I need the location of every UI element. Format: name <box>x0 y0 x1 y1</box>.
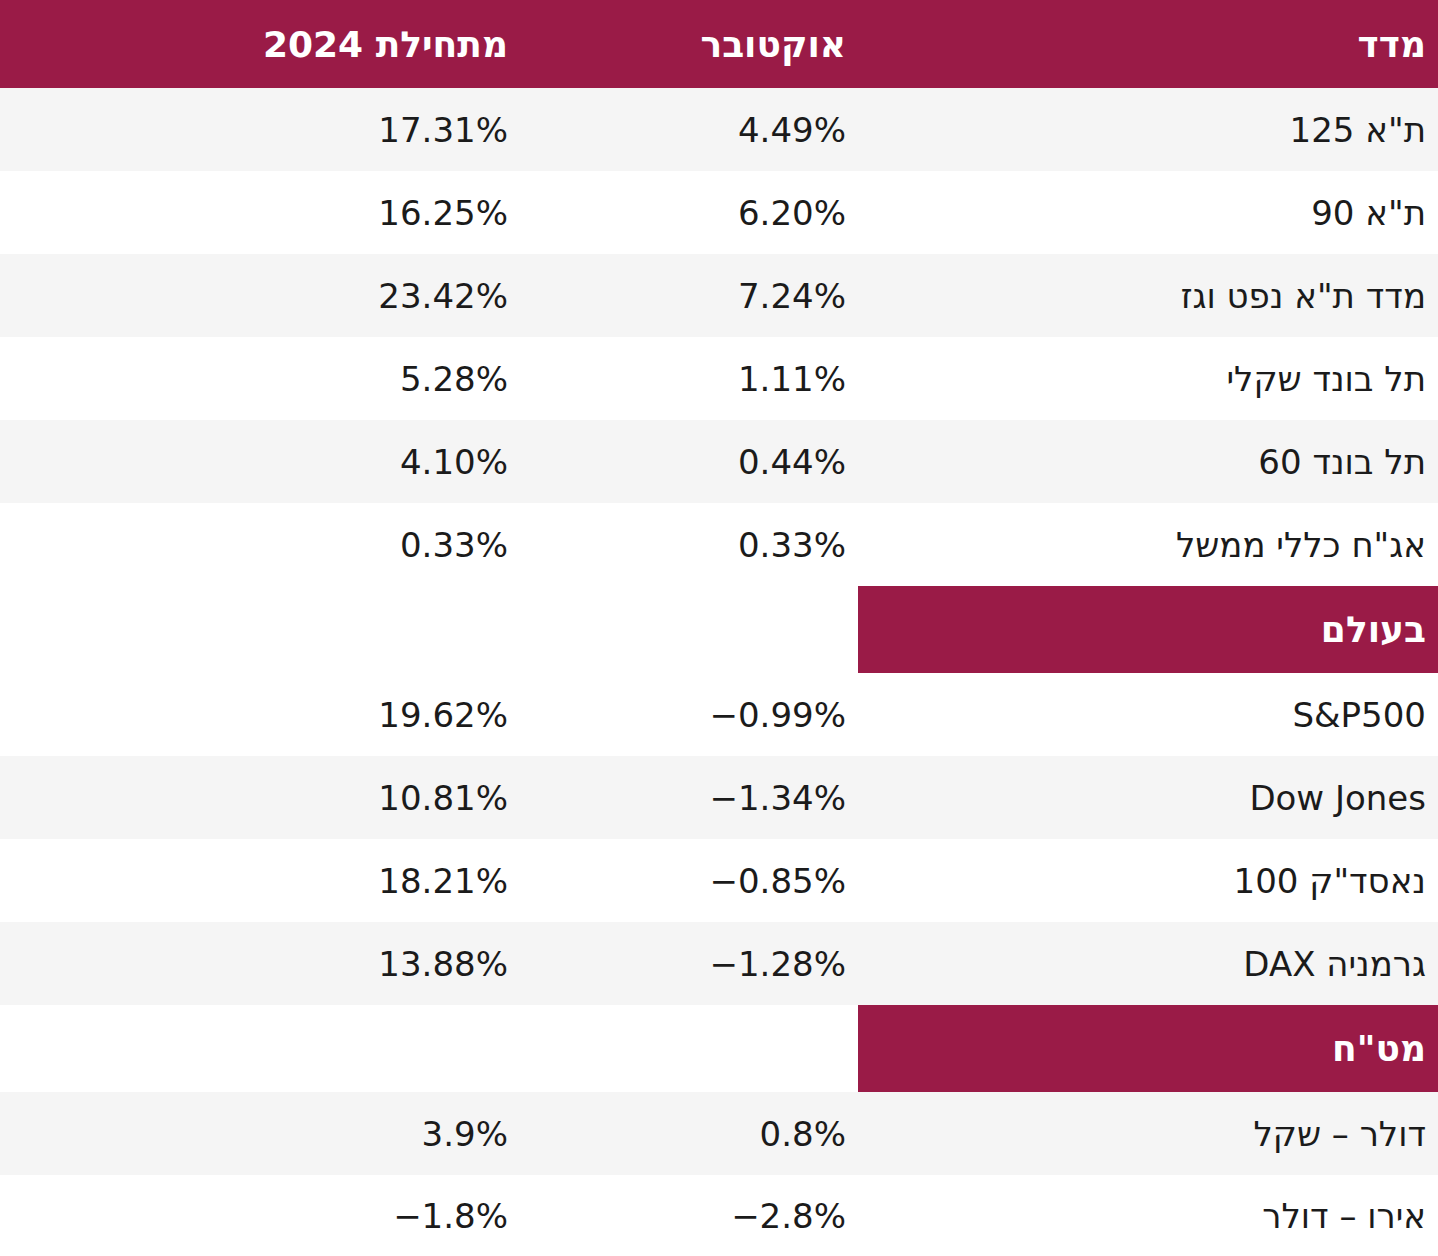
row-october-value: −0.99% <box>520 695 858 735</box>
column-header-index: מדד <box>858 24 1438 65</box>
row-ytd-value: 23.42% <box>0 276 520 316</box>
row-october-value: 4.49% <box>520 110 858 150</box>
column-header-ytd-2024: מתחילת 2024 <box>0 24 520 65</box>
row-ytd-value: 19.62% <box>0 695 520 735</box>
row-label: ת"א 125 <box>858 110 1438 150</box>
row-ytd-value: 4.10% <box>0 442 520 482</box>
section-banner-fx: מט"ח <box>0 1005 1438 1092</box>
row-label: דולר – שקל <box>858 1114 1438 1154</box>
row-october-value: 0.44% <box>520 442 858 482</box>
row-october-value: −0.85% <box>520 861 858 901</box>
row-label: גרמניה DAX <box>858 944 1438 984</box>
row-ytd-value: 0.33% <box>0 525 520 565</box>
section-title-fx: מט"ח <box>858 1005 1438 1092</box>
row-october-value: 0.33% <box>520 525 858 565</box>
table-header-row: מדד אוקטובר מתחילת 2024 <box>0 0 1438 88</box>
row-ytd-value: 3.9% <box>0 1114 520 1154</box>
table-row-govt-bonds: אג"ח כללי ממשל 0.33% 0.33% <box>0 503 1438 586</box>
row-label: מדד ת"א נפט וגז <box>858 276 1438 316</box>
row-ytd-value: 13.88% <box>0 944 520 984</box>
row-label: אג"ח כללי ממשל <box>858 525 1438 565</box>
row-label: נאסד"ק 100 <box>858 861 1438 901</box>
row-label: Dow Jones <box>858 778 1438 818</box>
section-title-world: בעולם <box>858 586 1438 673</box>
row-october-value: 0.8% <box>520 1114 858 1154</box>
row-ytd-value: 18.21% <box>0 861 520 901</box>
row-label: תל בונד שקלי <box>858 359 1438 399</box>
table-row-tel-bond-60: תל בונד 60 0.44% 4.10% <box>0 420 1438 503</box>
table-row-eur-usd: אירו – דולר −2.8% −1.8% <box>0 1175 1438 1256</box>
row-label: אירו – דולר <box>858 1196 1438 1236</box>
table-row-sp500: S&P500 −0.99% 19.62% <box>0 673 1438 756</box>
table-row-usd-ils: דולר – שקל 0.8% 3.9% <box>0 1092 1438 1175</box>
table-row-dow-jones: Dow Jones −1.34% 10.81% <box>0 756 1438 839</box>
table-row-ta-oil-gas: מדד ת"א נפט וגז 7.24% 23.42% <box>0 254 1438 337</box>
row-october-value: −2.8% <box>520 1196 858 1236</box>
row-ytd-value: 5.28% <box>0 359 520 399</box>
row-october-value: 6.20% <box>520 193 858 233</box>
table-row-ta125: ת"א 125 4.49% 17.31% <box>0 88 1438 171</box>
section-banner-world: בעולם <box>0 586 1438 673</box>
row-label: S&P500 <box>858 695 1438 735</box>
row-ytd-value: 16.25% <box>0 193 520 233</box>
row-ytd-value: 17.31% <box>0 110 520 150</box>
column-header-october: אוקטובר <box>520 24 858 65</box>
row-october-value: 7.24% <box>520 276 858 316</box>
row-october-value: −1.28% <box>520 944 858 984</box>
row-ytd-value: −1.8% <box>0 1196 520 1236</box>
row-label: תל בונד 60 <box>858 442 1438 482</box>
table-row-nasdaq100: נאסד"ק 100 −0.85% 18.21% <box>0 839 1438 922</box>
table-row-tel-bond-shekel: תל בונד שקלי 1.11% 5.28% <box>0 337 1438 420</box>
row-ytd-value: 10.81% <box>0 778 520 818</box>
table-row-dax: גרמניה DAX −1.28% 13.88% <box>0 922 1438 1005</box>
row-october-value: −1.34% <box>520 778 858 818</box>
row-label: ת"א 90 <box>858 193 1438 233</box>
row-october-value: 1.11% <box>520 359 858 399</box>
market-performance-table: מדד אוקטובר מתחילת 2024 ת"א 125 4.49% 17… <box>0 0 1438 1256</box>
table-row-ta90: ת"א 90 6.20% 16.25% <box>0 171 1438 254</box>
